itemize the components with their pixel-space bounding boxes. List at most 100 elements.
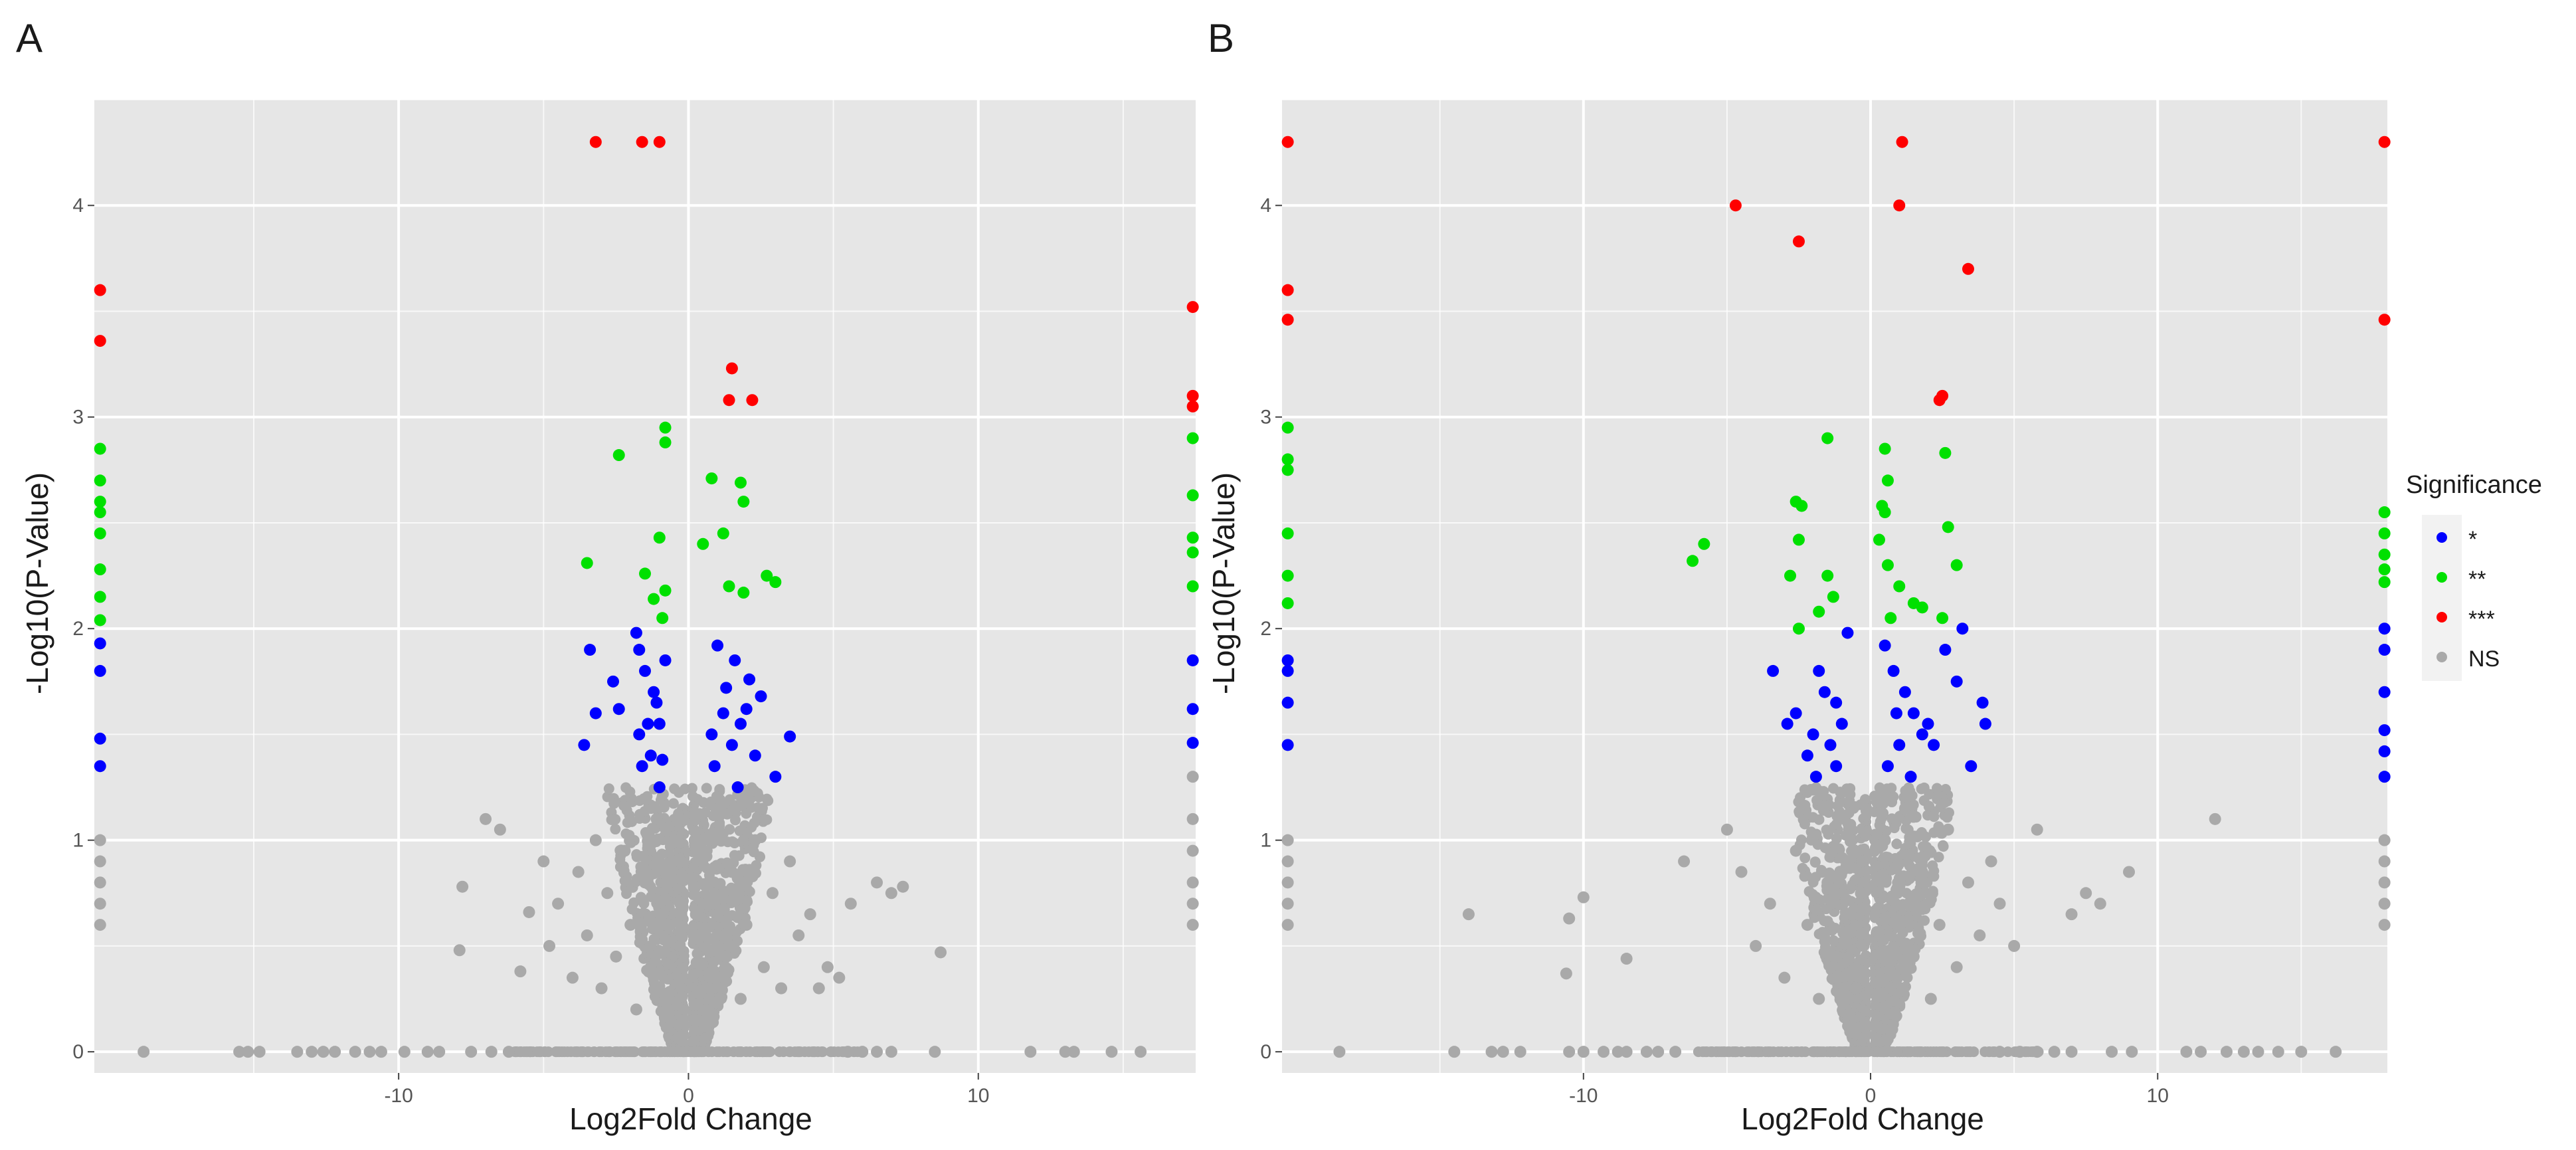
ns-cloud-point	[674, 838, 686, 849]
data-point	[1824, 739, 1837, 751]
ns-cloud-point	[1842, 971, 1853, 982]
data-point	[1933, 919, 1946, 931]
ns-cloud-point	[660, 895, 671, 906]
data-point	[757, 961, 770, 973]
ns-cloud-point	[1833, 878, 1845, 889]
data-point	[708, 760, 721, 773]
data-point	[2378, 724, 2391, 737]
data-point	[1792, 235, 1805, 248]
data-point	[1873, 929, 1885, 941]
data-point	[844, 898, 857, 910]
ns-cloud-point	[1942, 812, 1953, 823]
ns-baseline-point	[1863, 1046, 1874, 1058]
ns-cloud-point	[1879, 874, 1890, 885]
ns-cloud-point	[1844, 836, 1855, 847]
data-point	[2378, 644, 2391, 656]
data-point	[702, 982, 715, 995]
ns-baseline-point	[1809, 1046, 1821, 1058]
data-point	[1893, 739, 1906, 751]
ns-baseline-point	[1983, 1046, 1995, 1058]
ns-baseline-point	[562, 1046, 573, 1058]
data-point	[572, 866, 585, 878]
data-point	[1281, 136, 1294, 148]
data-point	[1879, 834, 1891, 846]
data-point	[612, 703, 625, 716]
ns-cloud-point	[701, 783, 712, 794]
data-point	[1067, 1046, 1080, 1058]
y-axis-title-b: -Log10(P-Value)	[1206, 472, 1241, 694]
data-point	[2272, 1046, 2284, 1058]
data-point	[1890, 707, 1902, 719]
ns-cloud-point	[1876, 813, 1887, 824]
data-point	[659, 654, 672, 666]
ns-cloud-point	[744, 886, 755, 898]
data-point	[1186, 703, 1199, 716]
ns-cloud-point	[635, 866, 646, 877]
data-point	[543, 939, 556, 952]
data-point	[1916, 866, 1928, 878]
ns-cloud-point	[689, 1035, 700, 1046]
data-point	[1767, 664, 1780, 677]
data-point	[1839, 813, 1851, 825]
ns-cloud-point	[731, 926, 742, 937]
data-point	[94, 442, 106, 455]
data-point	[1873, 533, 1885, 546]
data-point	[1993, 898, 2006, 910]
ns-baseline-point	[1795, 1046, 1807, 1058]
data-point	[94, 898, 106, 910]
data-point	[1962, 262, 1974, 275]
data-point	[2378, 527, 2391, 539]
data-point	[729, 654, 741, 666]
data-point	[1778, 971, 1791, 984]
data-point	[697, 834, 709, 846]
ns-baseline-point	[645, 1046, 656, 1058]
ns-baseline-point	[1752, 1046, 1763, 1058]
data-point	[674, 939, 686, 952]
data-point	[725, 866, 738, 878]
x-axis-title-a: Log2Fold Change	[569, 1102, 812, 1136]
ns-cloud-point	[1892, 949, 1903, 960]
ns-cloud-point	[721, 962, 732, 973]
ns-cloud-point	[761, 793, 773, 805]
data-point	[1922, 718, 1934, 730]
data-point	[1907, 950, 1920, 963]
data-point	[1485, 1046, 1498, 1058]
data-point	[94, 834, 106, 846]
data-point	[734, 718, 747, 730]
ns-cloud-point	[676, 1030, 687, 1041]
data-point	[1801, 749, 1813, 762]
data-point	[1281, 527, 1294, 539]
ns-cloud-point	[1846, 1020, 1857, 1032]
data-point	[624, 919, 637, 931]
ns-baseline-point	[1881, 1046, 1892, 1058]
ns-cloud-point	[669, 783, 680, 795]
data-point	[2048, 1046, 2061, 1058]
ns-cloud-point	[699, 942, 711, 953]
data-point	[2378, 686, 2391, 698]
data-point	[1887, 664, 1900, 677]
series-a	[94, 626, 1199, 794]
data-point	[691, 929, 703, 941]
ns-baseline-point	[531, 1046, 543, 1058]
ns-cloud-point	[1919, 915, 1930, 926]
series-b	[1281, 421, 2391, 635]
data-point	[2094, 898, 2106, 910]
data-point	[639, 567, 651, 580]
ns-cloud-point	[1842, 955, 1853, 967]
ns-baseline-point	[1903, 1046, 1914, 1058]
data-point	[502, 1046, 515, 1058]
ns-cloud-point	[1849, 862, 1860, 874]
ns-baseline-point	[625, 1046, 636, 1058]
data-point	[734, 476, 747, 489]
ns-cloud-point	[697, 878, 708, 889]
data-point	[1898, 686, 1911, 698]
ns-cloud-point	[1794, 806, 1805, 817]
data-point	[2106, 1046, 2118, 1058]
ns-cloud-point	[671, 1000, 682, 1011]
ns-baseline-point	[762, 1046, 773, 1058]
legend-key-sig1	[2437, 532, 2447, 543]
ns-cloud-point	[677, 991, 688, 1002]
ns-cloud-point	[690, 968, 701, 979]
ns-baseline-point	[1964, 1046, 1976, 1058]
data-point	[842, 1046, 854, 1058]
